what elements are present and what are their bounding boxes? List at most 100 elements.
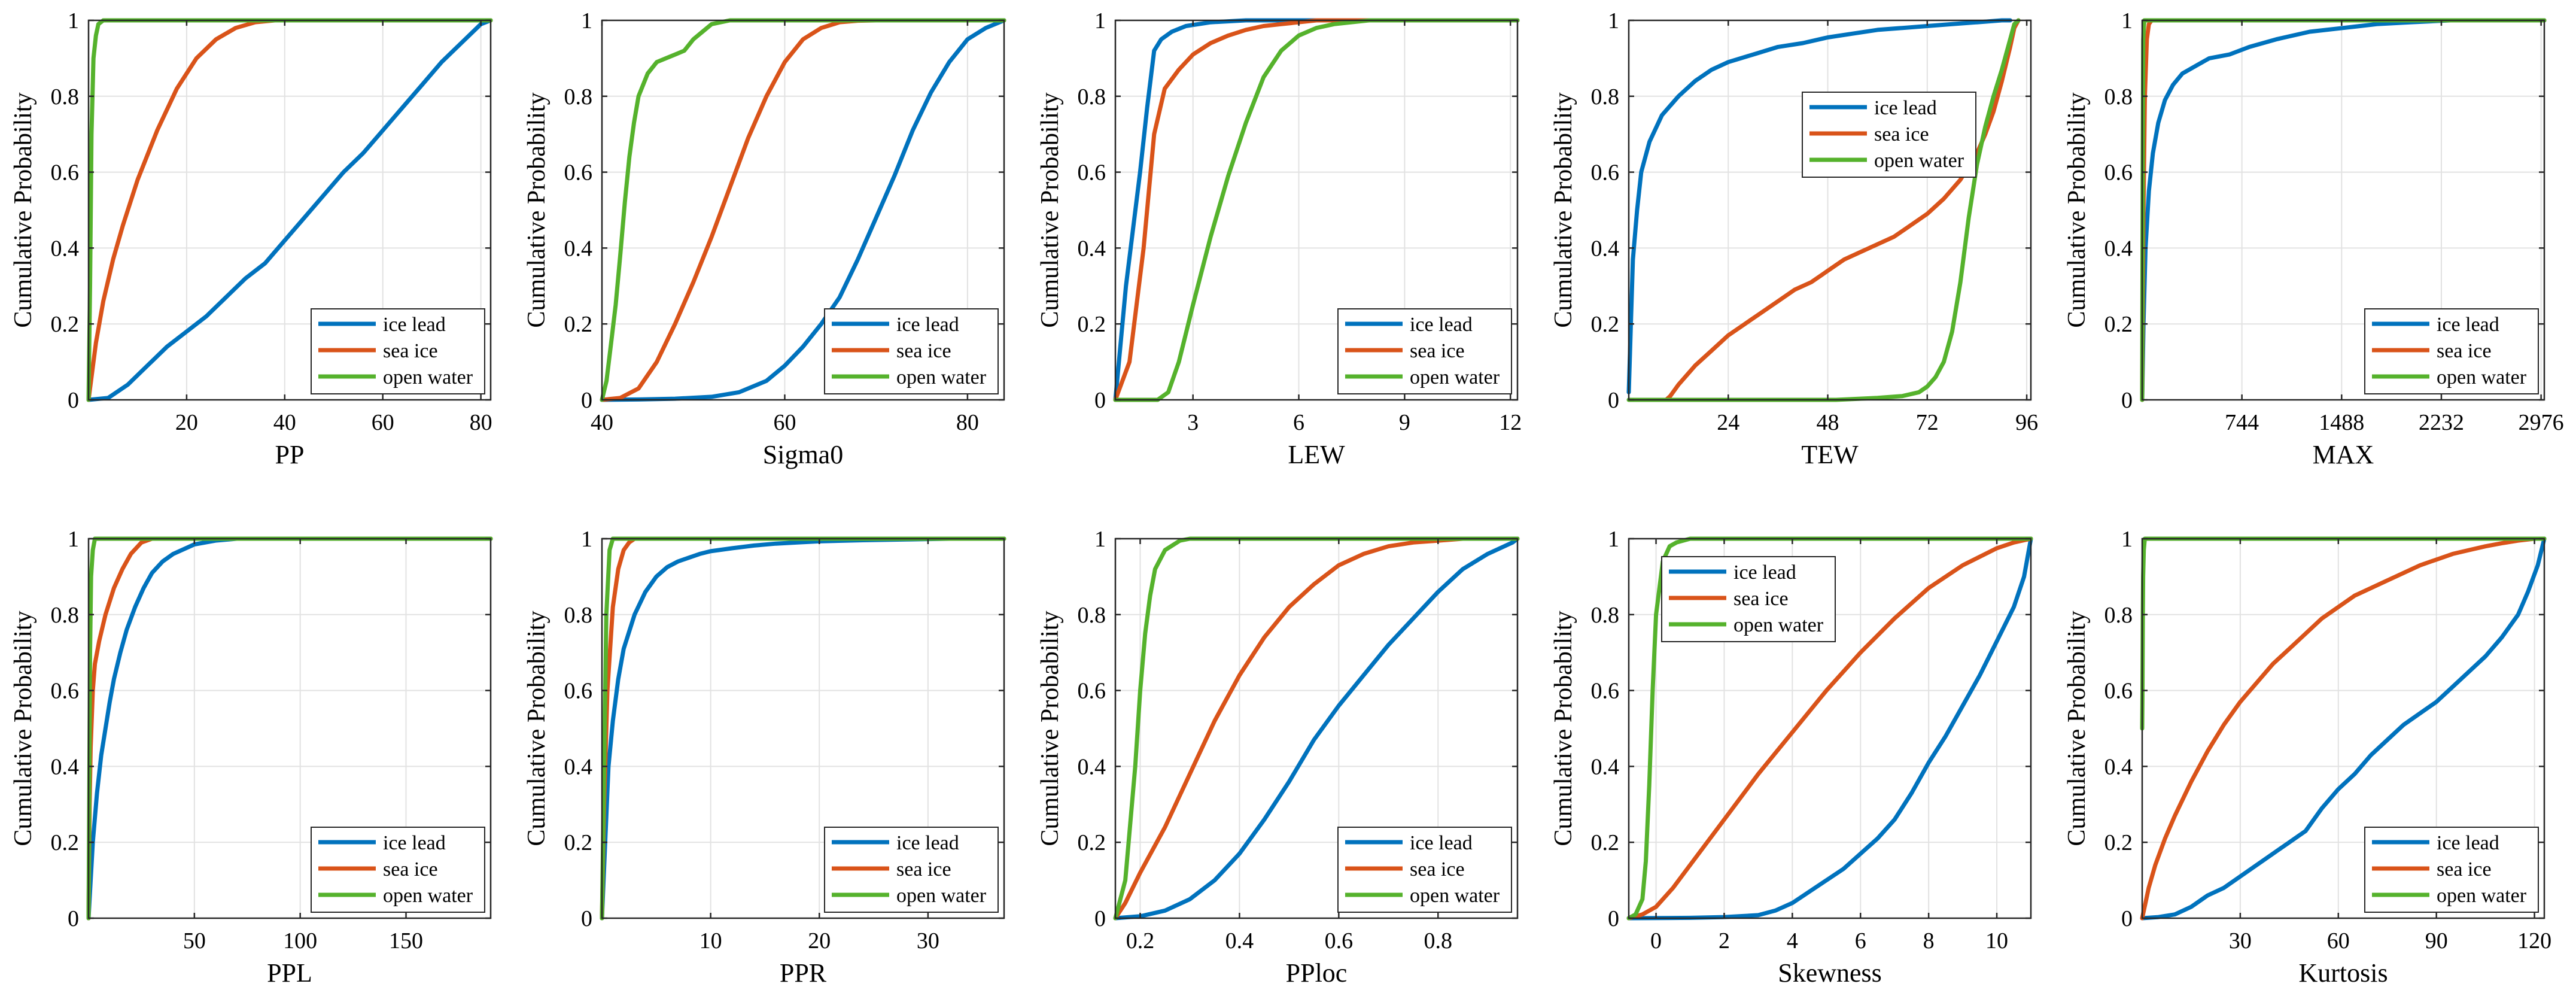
legend-label: ice lead (1410, 832, 1473, 854)
y-tick-label: 0.6 (51, 160, 80, 186)
y-axis-label: Cumulative Probability (2063, 92, 2091, 327)
legend-label: ice lead (383, 832, 446, 854)
y-tick-label: 0.6 (1078, 679, 1106, 704)
subplot-ppl: 50 100 150 0 0.2 0.4 0.6 0.8 1 PPL Cumulative Prob… (10, 527, 493, 988)
axes-box (1114, 19, 1519, 401)
y-tick-label: 0 (68, 906, 79, 931)
y-tick-label: 0.8 (1078, 84, 1106, 110)
y-tick-label: 1 (581, 527, 592, 552)
legend-label: sea ice (2437, 340, 2492, 362)
y-tick-label: 0.4 (1078, 236, 1106, 261)
x-tick-label: 10 (699, 928, 722, 954)
legend-label: sea ice (896, 340, 951, 362)
y-tick-label: 0.4 (564, 754, 593, 779)
x-tick-label: 0.6 (1325, 928, 1354, 954)
legend-label: sea ice (1410, 858, 1465, 880)
legend: ice lead sea ice open water (2364, 827, 2539, 913)
y-tick-label: 1 (68, 8, 79, 34)
x-tick-label: 60 (773, 410, 796, 435)
y-tick-label: 0 (1094, 906, 1106, 931)
axes-box (1114, 538, 1519, 919)
series-line-open-water (1626, 536, 2033, 921)
x-axis-label: PPR (780, 958, 827, 988)
x-tick-label: 30 (2229, 928, 2252, 954)
y-tick-label: 0.2 (2104, 830, 2133, 855)
legend-label: open water (896, 885, 987, 907)
legend-label: sea ice (383, 340, 438, 362)
x-tick-label: 12 (1499, 410, 1522, 435)
x-tick-label: 90 (2425, 928, 2448, 954)
x-tick-label: 80 (470, 410, 492, 435)
y-tick-label: 0 (1094, 388, 1106, 413)
x-axis-label: TEW (1801, 440, 1859, 469)
x-axis-label: Sigma0 (763, 440, 843, 469)
y-tick-label: 0.6 (2104, 679, 2133, 704)
y-tick-label: 0.6 (564, 679, 593, 704)
y-tick-label: 0.2 (1078, 312, 1106, 337)
x-tick-label: 10 (1985, 928, 2008, 954)
x-tick-label: 6 (1293, 410, 1304, 435)
y-tick-label: 0.4 (1591, 236, 1620, 261)
legend: ice lead sea ice open water (824, 827, 999, 913)
subplot-tew: 24 48 72 96 0 0.2 0.4 0.6 0.8 1 TEW Cumulative Prob… (1550, 8, 2038, 469)
x-tick-label: 1488 (2319, 410, 2364, 435)
legend-label: ice lead (2437, 832, 2499, 854)
y-tick-label: 0.4 (1591, 754, 1620, 779)
x-tick-label: 30 (917, 928, 939, 954)
y-tick-label: 0.2 (564, 830, 593, 855)
x-tick-label: 60 (372, 410, 394, 435)
y-tick-label: 1 (2121, 527, 2133, 552)
legend: ice lead sea ice open water (1337, 308, 1512, 394)
x-axis-label: MAX (2313, 440, 2374, 469)
x-tick-label: 80 (956, 410, 979, 435)
y-tick-label: 0.4 (1078, 754, 1106, 779)
x-axis-label: PPL (267, 958, 312, 988)
legend-label: ice lead (1874, 97, 1937, 119)
y-tick-label: 0.2 (51, 830, 80, 855)
subplot-ppr: 10 20 30 0 0.2 0.4 0.6 0.8 1 PPR Cumulative Probab… (523, 527, 1006, 988)
y-axis-label: Cumulative Probability (1036, 92, 1064, 327)
y-axis-label: Cumulative Probability (10, 611, 37, 846)
series-line-ice-lead (86, 536, 493, 921)
x-tick-label: 2 (1719, 928, 1730, 954)
series-line-sea-ice (2140, 536, 2547, 921)
y-tick-label: 0 (1608, 906, 1619, 931)
x-tick-label: 2232 (2419, 410, 2464, 435)
y-tick-label: 0.6 (564, 160, 593, 186)
x-tick-label: 8 (1923, 928, 1935, 954)
series-line-sea-ice (1626, 536, 2033, 921)
y-tick-label: 1 (1608, 527, 1619, 552)
y-tick-label: 0.8 (1078, 603, 1106, 628)
y-tick-label: 0.8 (1591, 603, 1620, 628)
y-tick-label: 0.4 (51, 754, 80, 779)
x-tick-label: 3 (1187, 410, 1199, 435)
y-tick-label: 1 (1094, 527, 1106, 552)
x-tick-label: 9 (1399, 410, 1410, 435)
series-line-ice-lead (1626, 18, 2012, 394)
series-line-open-water (1113, 536, 1520, 921)
x-tick-label: 0 (1650, 928, 1662, 954)
axes-box (87, 538, 492, 919)
subplot-pploc: 0.2 0.4 0.6 0.8 0 0.2 0.4 0.6 0.8 1 PPloc Cumulativ… (1036, 527, 1520, 988)
x-axis-label: PPloc (1286, 958, 1348, 988)
x-tick-label: 2976 (2519, 410, 2564, 435)
series-line-ice-lead (86, 18, 493, 402)
y-axis-label: Cumulative Probability (1550, 92, 1577, 327)
x-tick-label: 20 (175, 410, 198, 435)
y-tick-label: 0.6 (1591, 679, 1620, 704)
y-tick-label: 1 (2121, 8, 2133, 34)
x-axis-label: Kurtosis (2298, 958, 2388, 988)
legend-label: open water (2437, 366, 2527, 388)
x-tick-label: 50 (183, 928, 206, 954)
y-tick-label: 0.4 (2104, 236, 2133, 261)
series-line-ice-lead (600, 536, 1006, 921)
x-tick-label: 40 (273, 410, 296, 435)
subplot-skewness: 0 2 4 6 8 10 0 0.2 0.4 0.6 0.8 1 Skewness Cumulative … (1550, 527, 2033, 988)
y-tick-label: 0 (581, 388, 592, 413)
y-tick-label: 0.4 (564, 236, 593, 261)
legend: ice lead sea ice open water (2364, 308, 2539, 394)
legend-label: open water (2437, 885, 2527, 907)
legend-label: ice lead (1410, 314, 1473, 336)
y-tick-label: 0.8 (2104, 84, 2133, 110)
legend-label: ice lead (896, 832, 959, 854)
